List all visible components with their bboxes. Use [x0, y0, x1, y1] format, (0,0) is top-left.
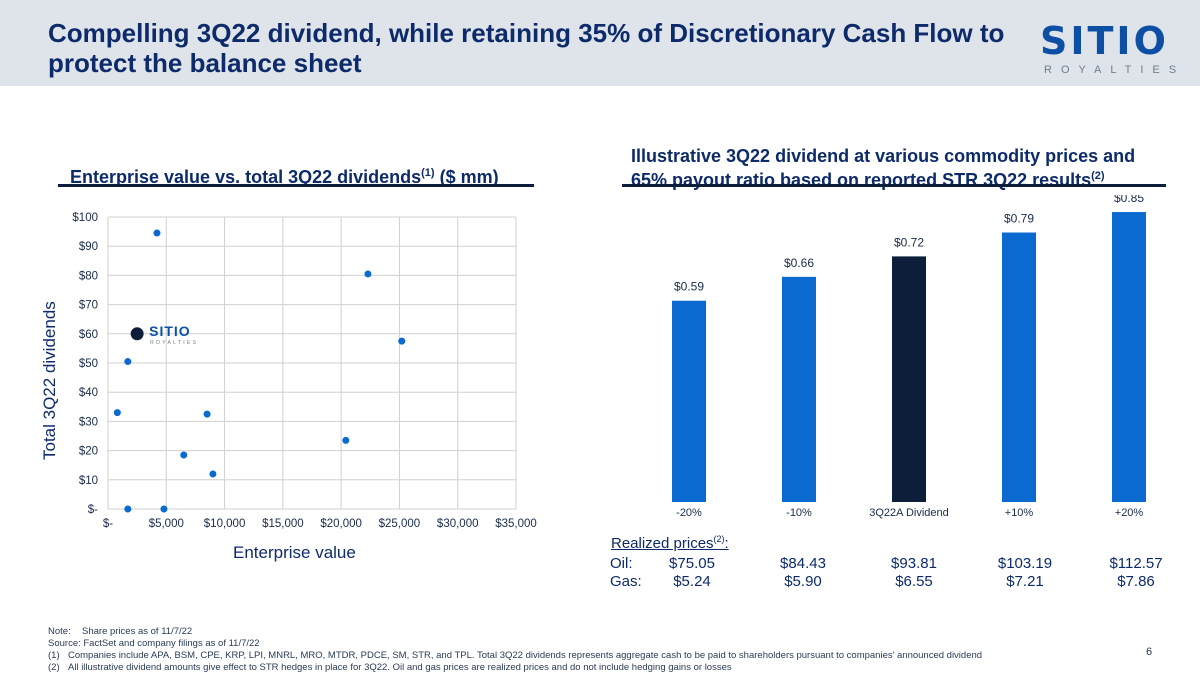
scatter-point [124, 358, 132, 366]
fn2-number: (2) [48, 662, 60, 673]
x-tick-label: $35,000 [495, 518, 537, 530]
fn1-text: Companies include APA, BSM, CPE, KRP, LP… [68, 650, 983, 661]
gas-label: Gas: [610, 573, 642, 590]
prices-header-text: Realized prices [611, 535, 714, 552]
bar-chart: $0.59 -20% $0.66 -10% $0.72 3Q22A Dividend $0.… [672, 195, 1146, 519]
bar-value-label: $0.79 [1004, 212, 1034, 226]
bar-value-label: $0.59 [674, 280, 704, 294]
bar-value-label: $0.66 [784, 256, 814, 270]
y-tick-label: $- [88, 504, 98, 516]
right-title-line1: Illustrative 3Q22 dividend at various co… [631, 146, 1136, 166]
y-tick-label: $90 [79, 241, 98, 253]
x-tick-label: $20,000 [320, 518, 362, 530]
y-tick-label: $20 [79, 446, 98, 458]
x-tick-label: $- [103, 518, 113, 530]
y-tick-label: $30 [79, 416, 98, 428]
category-label: -10% [786, 507, 812, 519]
gas-price: $5.90 [784, 573, 822, 590]
scatter-point [398, 337, 406, 345]
logo-word: SITIO [1040, 19, 1169, 63]
prices-header-sup: (2) [713, 534, 725, 544]
gas-price: $7.86 [1117, 573, 1155, 590]
sitio-point-logo-text: SITIO [149, 323, 191, 339]
oil-label: Oil: [610, 555, 633, 572]
oil-price: $103.19 [997, 555, 1053, 572]
prices-header: Realized prices(2): [611, 534, 729, 552]
footnote-2: (2) All illustrative dividend amounts giv… [48, 662, 1048, 674]
scatter-y-axis-title: Total 3Q22 dividends [40, 301, 59, 460]
left-title-text: Enterprise value vs. total 3Q22 dividend… [70, 167, 422, 187]
scatter-point [180, 451, 188, 459]
y-tick-label: $100 [72, 212, 98, 224]
x-tick-label: $30,000 [437, 518, 479, 530]
fn1-number: (1) [48, 650, 60, 661]
note-text: Share prices as of 11/7/22 [82, 626, 193, 637]
bar [782, 276, 816, 502]
sitio-point-logo-subtext: ROYALTIES [150, 340, 198, 346]
y-tick-label: $70 [79, 300, 98, 312]
x-tick-label: $10,000 [204, 518, 246, 530]
footnote-source: Source: FactSet and company filings as o… [48, 638, 260, 649]
sitio-logo: SITIO ROYALTIES [1040, 22, 1180, 82]
bar [892, 256, 926, 502]
right-title-rule [622, 184, 1166, 187]
gas-price: $5.24 [673, 573, 711, 590]
logo-subtitle: ROYALTIES [1044, 64, 1186, 76]
right-title-line2: 65% payout ratio based on reported STR 3… [631, 170, 1092, 190]
x-tick-label: $25,000 [379, 518, 421, 530]
footnote-note: Note: Share prices as of 11/7/22 [48, 626, 1048, 638]
oil-price: $93.81 [891, 555, 937, 572]
category-label: 3Q22A Dividend [869, 507, 949, 519]
y-tick-label: $50 [79, 358, 98, 370]
y-tick-label: $40 [79, 387, 98, 399]
bar [1002, 232, 1036, 502]
category-label: -20% [676, 507, 702, 519]
bar-value-label: $0.72 [894, 235, 924, 249]
oil-price: $75.05 [669, 555, 715, 572]
fn2-text: All illustrative dividend amounts give e… [68, 662, 732, 673]
scatter-x-axis-title: Enterprise value [233, 543, 356, 562]
oil-price: $112.57 [1109, 555, 1163, 572]
oil-price: $84.43 [780, 555, 826, 572]
bar [1112, 212, 1146, 503]
header-band: Compelling 3Q22 dividend, while retainin… [0, 0, 1200, 86]
scatter-chart: $- $5,000 $10,000 $15,000 $20,000 $25,000 $30,… [72, 212, 537, 530]
x-tick-label: $15,000 [262, 518, 304, 530]
gas-price: $6.55 [895, 573, 933, 590]
scatter-point [124, 505, 132, 513]
footnotes: Note: Share prices as of 11/7/22 Source: … [48, 626, 1048, 674]
footnote-1: (1) Companies include APA, BSM, CPE, KRP,… [48, 650, 1048, 662]
page-number: 6 [1146, 646, 1153, 658]
note-label: Note: [48, 626, 71, 637]
realized-prices-table: Realized prices(2): Oil: Gas: $75.05 $84… [600, 530, 1180, 600]
category-label: +10% [1005, 507, 1034, 519]
scatter-point [209, 470, 217, 478]
y-tick-label: $10 [79, 475, 98, 487]
gas-price: $7.21 [1006, 573, 1044, 590]
page-title: Compelling 3Q22 dividend, while retainin… [48, 18, 1005, 78]
y-tick-label: $80 [79, 270, 98, 282]
left-title-unit: ($ mm) [439, 167, 499, 187]
left-title-sup: (1) [421, 167, 435, 179]
prices-header-colon: : [724, 535, 729, 552]
sitio-highlight-point [130, 327, 144, 341]
scatter-point [153, 229, 161, 237]
scatter-point [203, 410, 211, 418]
scatter-point [113, 409, 121, 417]
y-tick-label: $60 [79, 329, 98, 341]
left-section-title: Enterprise value vs. total 3Q22 dividend… [70, 163, 499, 187]
x-tick-label: $5,000 [149, 518, 184, 530]
right-title-sup: (2) [1091, 170, 1105, 182]
bar-value-label: $0.85 [1114, 195, 1144, 205]
bar [672, 300, 706, 502]
scatter-point [342, 436, 350, 444]
scatter-point [160, 505, 168, 513]
left-title-rule [58, 184, 534, 187]
scatter-point [364, 270, 372, 278]
category-label: +20% [1115, 507, 1144, 519]
